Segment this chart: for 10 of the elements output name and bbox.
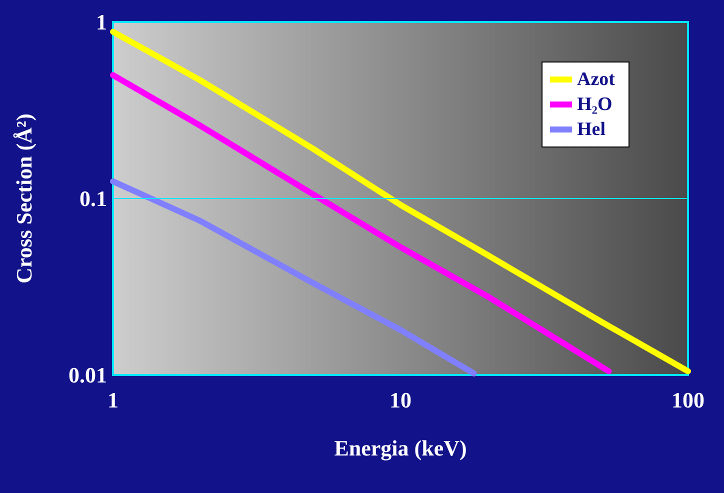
y-axis-title: Cross Section (Å²) [12,114,36,284]
legend-label: Hel [577,119,606,140]
legend-label: Azot [577,69,616,90]
x-axis-title: Energia (keV) [334,436,467,460]
x-tick-label: 10 [390,388,412,412]
y-tick-label: 0.01 [68,362,107,388]
x-tick-label: 100 [672,388,704,412]
y-tick-label: 1 [96,10,107,34]
legend-label: H₂O [577,94,612,115]
y-tick-label: 0.1 [80,186,107,211]
